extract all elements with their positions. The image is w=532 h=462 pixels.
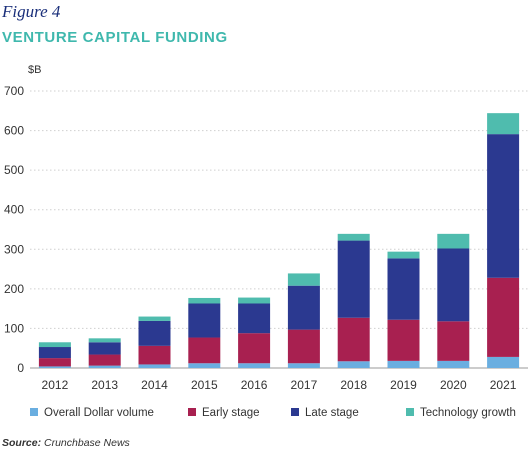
legend-swatch [291, 408, 299, 416]
bar-2016-early-stage [238, 333, 271, 364]
bar-2018-overall-dollar-volume [337, 361, 370, 368]
bar-2016-technology-growth [238, 297, 271, 304]
y-axis-ticks: 0 100 200 300 400 500 600 700 [4, 84, 24, 375]
legend: Overall Dollar volume Early stage Late sta… [30, 407, 516, 419]
source-note: Source: Crunchbase News [2, 437, 130, 449]
bar-2019-technology-growth [387, 251, 420, 259]
source-text: Crunchbase News [44, 437, 130, 449]
bar-2020-overall-dollar-volume [437, 360, 470, 368]
bar-2014-late-stage [138, 320, 171, 346]
bar-2015-technology-growth [188, 297, 221, 304]
figure-label: Figure 4 [2, 2, 61, 21]
bars [38, 113, 520, 368]
bar-2012-overall-dollar-volume [38, 366, 71, 368]
x-tick-label: 2015 [191, 378, 218, 392]
bar-2021-early-stage [487, 277, 520, 357]
y-tick-label: 300 [4, 242, 24, 256]
x-axis-ticks: 2012 2013 2014 2015 2016 2017 2018 2019 2020 2021 [42, 378, 517, 392]
bar-2015-late-stage [188, 303, 221, 338]
bar-2012-technology-growth [38, 342, 71, 348]
y-unit-label: $B [28, 64, 41, 76]
legend-label: Late stage [305, 407, 359, 419]
bar-2020-early-stage [437, 321, 470, 361]
bar-2013-late-stage [88, 342, 121, 355]
y-tick-label: 700 [4, 84, 24, 98]
x-tick-label: 2017 [291, 378, 318, 392]
x-tick-label: 2012 [42, 378, 69, 392]
bar-2016-late-stage [238, 303, 271, 334]
x-tick-label: 2019 [390, 378, 417, 392]
bar-2012-late-stage [38, 347, 71, 359]
bar-2017-late-stage [287, 285, 320, 330]
bar-2017-early-stage [287, 329, 320, 364]
y-tick-label: 100 [4, 321, 24, 335]
y-tick-label: 500 [4, 163, 24, 177]
bar-2014-technology-growth [138, 316, 171, 321]
bar-2021-overall-dollar-volume [487, 356, 520, 368]
bar-2016-overall-dollar-volume [238, 363, 271, 368]
y-tick-label: 200 [4, 282, 24, 296]
bar-2015-early-stage [188, 337, 221, 364]
bar-2013-early-stage [88, 354, 121, 366]
bar-2013-overall-dollar-volume [88, 365, 121, 368]
x-tick-label: 2014 [141, 378, 168, 392]
bar-2017-technology-growth [287, 273, 320, 286]
legend-swatch [406, 408, 414, 416]
bar-2021-late-stage [487, 134, 520, 278]
bar-2014-overall-dollar-volume [138, 364, 171, 368]
bar-2013-technology-growth [88, 338, 121, 343]
x-tick-label: 2013 [91, 378, 118, 392]
chart-title: VENTURE CAPITAL FUNDING [2, 29, 228, 46]
bar-2012-early-stage [38, 358, 71, 367]
legend-label: Early stage [202, 407, 260, 419]
x-tick-label: 2016 [241, 378, 268, 392]
legend-label: Technology growth [420, 407, 516, 419]
y-tick-label: 400 [4, 203, 24, 217]
legend-label: Overall Dollar volume [44, 407, 154, 419]
bar-2017-overall-dollar-volume [287, 363, 320, 368]
y-tick-label: 600 [4, 124, 24, 138]
x-tick-label: 2021 [490, 378, 517, 392]
y-tick-label: 0 [17, 361, 24, 375]
legend-swatch [188, 408, 196, 416]
bar-2018-early-stage [337, 317, 370, 362]
source-prefix: Source: [2, 437, 42, 449]
x-tick-label: 2020 [440, 378, 467, 392]
bar-2018-technology-growth [337, 233, 370, 241]
bar-2014-early-stage [138, 345, 171, 365]
bar-2019-late-stage [387, 258, 420, 320]
bar-2018-late-stage [337, 240, 370, 318]
bar-2021-technology-growth [487, 113, 520, 135]
bar-2020-late-stage [437, 248, 470, 322]
bar-2020-technology-growth [437, 233, 470, 249]
x-tick-label: 2018 [340, 378, 367, 392]
legend-swatch [30, 408, 38, 416]
bar-2019-early-stage [387, 319, 420, 361]
bar-2015-overall-dollar-volume [188, 363, 221, 368]
bar-2019-overall-dollar-volume [387, 360, 420, 368]
